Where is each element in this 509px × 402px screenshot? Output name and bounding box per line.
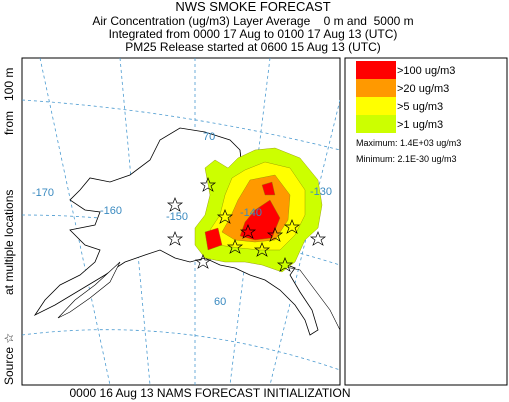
legend-label: >100 ug/m3	[397, 65, 455, 77]
subtitle: Air Concentration (ug/m3) Layer Average …	[92, 14, 413, 28]
latitude-label: 60	[214, 296, 226, 308]
legend-frame	[344, 57, 508, 386]
longitude-label: -160	[100, 205, 122, 217]
subtitle: PM25 Release started at 0600 15 Aug 13 (…	[125, 40, 380, 54]
legend: >100 ug/m3 >20 ug/m3 >5 ug/m3 >1 ug/m3 Maxim…	[344, 57, 508, 386]
longitude-label: -140	[240, 207, 262, 219]
legend-maximum: Maximum: 1.4E+03 ug/m3	[356, 138, 461, 148]
side-label: Source ☆ at multiple locations from 100 …	[2, 68, 16, 385]
coastline	[33, 127, 319, 336]
title: NWS SMOKE FORECAST	[175, 0, 330, 14]
longitude-label: -170	[32, 187, 54, 199]
legend-minimum: Minimum: 2.1E-30 ug/m3	[356, 154, 457, 164]
side-label-part: at multiple locations	[2, 190, 16, 295]
grid-line	[39, 58, 111, 385]
map: -170 -160 -150 -140 -130 70 60	[21, 57, 341, 386]
legend-swatch	[356, 97, 396, 115]
side-label-part: from 100 m	[2, 68, 16, 135]
legend-swatch	[356, 79, 396, 97]
coastline	[57, 261, 121, 319]
latitude-label: 70	[203, 131, 215, 143]
legend-swatch	[356, 61, 396, 79]
legend-label: >1 ug/m3	[397, 119, 443, 131]
sources	[166, 177, 327, 272]
grid-line	[22, 329, 340, 371]
longitude-label: -130	[310, 186, 332, 198]
subtitle: Integrated from 0000 17 Aug to 0100 17 A…	[109, 27, 398, 41]
legend-swatch	[356, 115, 396, 133]
grid-line	[269, 99, 340, 385]
side-label-part: Source ☆	[2, 333, 16, 385]
legend-label: >20 ug/m3	[397, 83, 449, 95]
footer: 0000 16 Aug 13 NAMS FORECAST INITIALIZAT…	[70, 386, 351, 400]
plume	[204, 181, 281, 251]
legend-label: >5 ug/m3	[397, 101, 443, 113]
longitude-label: -150	[166, 211, 188, 223]
